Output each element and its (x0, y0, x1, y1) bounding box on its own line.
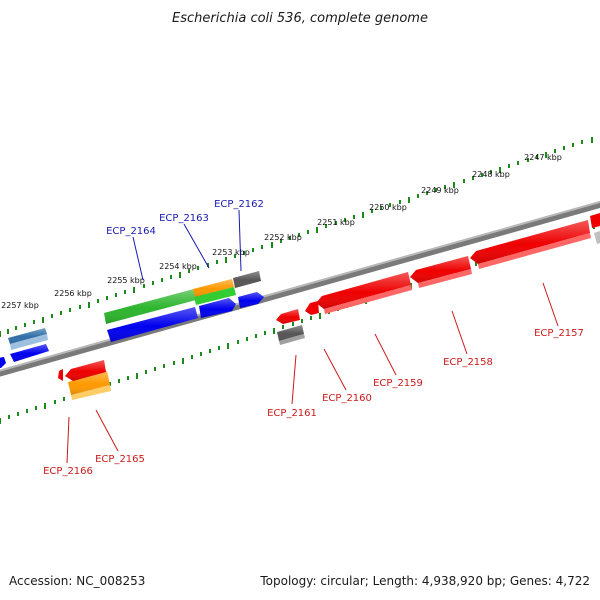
gene-ecp-2157-tail[interactable] (590, 213, 600, 228)
gene-ecp-2162[interactable] (233, 271, 261, 288)
label-ecp-2163[interactable]: ECP_2163 (159, 213, 209, 224)
reverse-genes (58, 213, 600, 400)
map-title: Escherichia coli 536, complete genome (172, 11, 428, 26)
gene-ecp-2159[interactable] (316, 272, 412, 314)
label-ecp-2166[interactable]: ECP_2166 (43, 466, 93, 477)
scale-label-2252: 2252 kbp (264, 233, 302, 242)
label-ecp-2158[interactable]: ECP_2158 (443, 357, 493, 368)
scale-label-2256: 2256 kbp (54, 289, 92, 298)
scale-label-2255: 2255 kbp (107, 276, 145, 285)
gene-ecp-2161[interactable] (276, 309, 300, 324)
gene-ecp-2164[interactable] (104, 289, 196, 324)
gene-blue-long[interactable] (107, 307, 198, 342)
scale-label-2247: 2247 kbp (524, 153, 562, 162)
genome-summary-text: Topology: circular; Length: 4,938,920 bp… (260, 574, 590, 588)
scale-label-2254: 2254 kbp (159, 262, 197, 271)
scale-label-2253: 2253 kbp (212, 248, 250, 257)
label-ecp-2162[interactable]: ECP_2162 (214, 199, 264, 210)
gene-blue-mid[interactable] (199, 298, 236, 318)
gene-ecp-2163[interactable] (193, 279, 236, 305)
label-ecp-2160[interactable]: ECP_2160 (322, 393, 372, 404)
gene-ecp-2160[interactable] (305, 301, 319, 315)
gene-small-red[interactable] (58, 369, 63, 381)
accession-text: Accession: NC_008253 (9, 574, 146, 588)
scale-labels: 2247 kbp 2248 kbp 2249 kbp 2250 kbp 2251… (1, 153, 562, 310)
gene-ecp-2168-fwd[interactable] (10, 344, 49, 362)
gene-ecp-2165[interactable] (68, 371, 111, 400)
scale-label-2257: 2257 kbp (1, 301, 39, 310)
label-ecp-2157[interactable]: ECP_2157 (534, 328, 584, 339)
reverse-gene-labels: ECP_2157 ECP_2158 ECP_2159 ECP_2160 ECP_… (43, 282, 584, 477)
label-ecp-2161[interactable]: ECP_2161 (267, 408, 317, 419)
gene-ecp-2167-fwd[interactable] (8, 328, 48, 350)
gene-blue-short[interactable] (238, 292, 264, 308)
scale-label-2249: 2249 kbp (421, 186, 459, 195)
label-ecp-2164[interactable]: ECP_2164 (106, 226, 156, 237)
scale-label-2250: 2250 kbp (369, 203, 407, 212)
forward-gene-labels: ECP_2162 ECP_2163 ECP_2164 (106, 199, 264, 281)
gene-edge-gray[interactable] (594, 231, 600, 244)
gene-gray-reverse[interactable] (277, 325, 305, 345)
forward-genes (0, 231, 600, 368)
scale-label-2248: 2248 kbp (472, 170, 510, 179)
gene-left-edge-blue[interactable] (0, 357, 6, 368)
gene-ecp-2166[interactable] (65, 360, 106, 381)
label-ecp-2165[interactable]: ECP_2165 (95, 454, 145, 465)
scale-label-2251: 2251 kbp (317, 218, 355, 227)
gene-ecp-2158[interactable] (410, 256, 472, 288)
label-ecp-2159[interactable]: ECP_2159 (373, 378, 423, 389)
gene-ecp-2157[interactable] (470, 220, 591, 269)
